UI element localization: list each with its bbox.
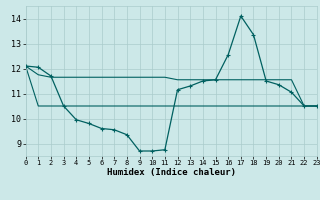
X-axis label: Humidex (Indice chaleur): Humidex (Indice chaleur) (107, 168, 236, 177)
